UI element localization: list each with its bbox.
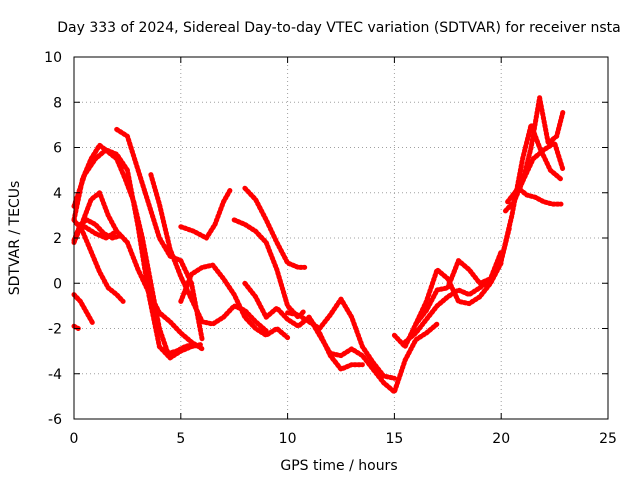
y-tick-label: -6: [48, 412, 62, 428]
x-tick-label: 20: [492, 431, 510, 447]
x-tick-label: 15: [385, 431, 403, 447]
series-sat-q: [306, 314, 440, 395]
y-tick-label: 6: [53, 141, 62, 157]
series-sat-f: [71, 292, 96, 327]
y-tick-label: -2: [48, 322, 62, 338]
series-sat-k: [178, 188, 233, 241]
series-sat-b: [71, 142, 197, 356]
axis-ticks: 0 5 10 15 20 25 -6 -4 -2 0 2 4 6 8 10: [44, 50, 617, 447]
series-layer: [71, 95, 566, 395]
y-tick-label: -4: [48, 367, 62, 383]
series-sat-x: [509, 140, 566, 200]
series-sat-j: [148, 172, 269, 334]
chart-title: Day 333 of 2024, Sidereal Day-to-day VTE…: [57, 20, 620, 36]
series-sat-m: [231, 217, 308, 320]
y-axis-label: SDTVAR / TECUs: [7, 181, 23, 296]
grid: [74, 57, 608, 419]
y-tick-label: 4: [53, 186, 62, 202]
series-sat-r: [391, 260, 504, 350]
series-sat-v: [503, 95, 566, 214]
x-tick-label: 10: [279, 431, 297, 447]
series-sat-h: [114, 126, 205, 343]
series-sat-p: [285, 296, 397, 381]
series-sat-o: [242, 280, 365, 372]
series-sat-u: [498, 122, 564, 264]
x-tick-label: 25: [599, 431, 617, 447]
y-tick-label: 0: [53, 276, 62, 292]
x-tick-label: 0: [70, 431, 79, 447]
y-tick-label: 8: [53, 95, 62, 111]
series-sat-n: [242, 185, 308, 270]
series-sat-i: [82, 224, 205, 352]
series-sat-l: [178, 262, 291, 341]
series-sat-t: [413, 224, 513, 327]
x-axis-label: GPS time / hours: [280, 458, 397, 474]
x-tick-label: 5: [176, 431, 185, 447]
series-sat-e: [71, 217, 126, 304]
y-tick-label: 10: [44, 50, 62, 66]
y-tick-label: 2: [53, 231, 62, 247]
